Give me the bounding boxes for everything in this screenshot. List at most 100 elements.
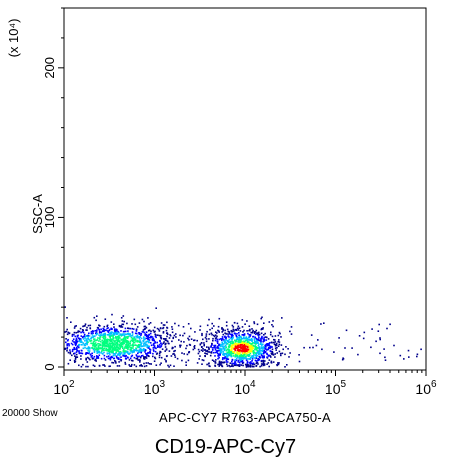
event-point (123, 335, 126, 337)
event-point (96, 326, 99, 329)
event-point (257, 359, 259, 361)
event-point (216, 342, 219, 344)
event-point (371, 328, 373, 330)
event-point (73, 346, 75, 349)
event-point (139, 345, 141, 348)
event-point (201, 332, 203, 335)
event-point (144, 351, 146, 353)
event-point (230, 337, 232, 340)
event-point (258, 333, 261, 336)
event-point (120, 325, 122, 327)
event-point (223, 345, 225, 348)
event-point (88, 332, 90, 335)
event-point (166, 326, 168, 329)
event-point (144, 345, 146, 347)
event-point (201, 346, 203, 348)
event-point (160, 362, 162, 364)
event-point (108, 332, 111, 335)
event-point (156, 327, 159, 330)
event-point (107, 331, 110, 333)
event-point (260, 341, 262, 344)
event-point (125, 341, 128, 344)
event-point (179, 344, 181, 347)
event-point (117, 357, 119, 359)
event-point (67, 351, 70, 354)
event-point (243, 344, 246, 346)
event-point (100, 357, 103, 360)
event-point (244, 352, 246, 355)
event-point (96, 333, 98, 335)
event-point (127, 330, 129, 332)
event-point (82, 342, 84, 344)
event-point (219, 361, 221, 364)
event-point (152, 349, 155, 351)
event-point (137, 351, 140, 353)
event-point (210, 345, 212, 347)
event-point (278, 362, 280, 364)
event-point (90, 338, 92, 340)
event-point (123, 351, 126, 354)
event-point (217, 355, 220, 357)
event-point (101, 346, 104, 349)
event-point (261, 337, 263, 339)
event-point (109, 348, 111, 350)
event-point (193, 345, 196, 347)
event-point (94, 345, 97, 348)
event-point (267, 354, 270, 357)
event-point (248, 342, 251, 344)
event-point (245, 366, 248, 368)
event-point (123, 337, 126, 340)
data-points (64, 306, 422, 368)
event-point (370, 346, 372, 349)
event-point (105, 349, 108, 352)
event-point (226, 340, 229, 342)
event-point (105, 348, 108, 350)
event-point (137, 352, 139, 355)
event-point (145, 357, 148, 359)
event-point (239, 351, 241, 354)
event-point (158, 345, 160, 348)
event-point (225, 343, 228, 345)
event-point (140, 344, 142, 346)
event-point (224, 356, 226, 358)
event-point (141, 345, 144, 347)
event-point (256, 347, 259, 349)
event-point (213, 344, 215, 347)
event-point (92, 335, 94, 338)
event-point (108, 352, 110, 354)
event-point (86, 343, 88, 346)
event-point (112, 335, 114, 337)
event-point (84, 337, 86, 339)
event-point (86, 347, 89, 350)
event-point (139, 340, 142, 343)
event-point (261, 349, 263, 352)
event-point (74, 348, 76, 350)
event-point (143, 357, 146, 360)
event-point (103, 328, 105, 331)
event-point (223, 357, 225, 359)
event-point (245, 347, 247, 350)
event-point (205, 333, 208, 335)
event-point (234, 358, 236, 361)
event-point (252, 329, 254, 332)
event-point (169, 334, 172, 337)
event-point (218, 365, 220, 367)
event-point (112, 351, 114, 353)
event-point (248, 341, 250, 343)
event-point (98, 330, 101, 333)
event-point (138, 346, 140, 349)
event-point (109, 353, 111, 356)
event-point (251, 340, 253, 342)
event-point (87, 356, 89, 359)
event-point (248, 353, 250, 356)
event-point (120, 335, 123, 337)
event-point (224, 352, 227, 355)
event-point (98, 325, 101, 327)
event-point (260, 354, 263, 356)
event-point (131, 344, 134, 346)
event-point (97, 346, 99, 348)
event-point (211, 359, 214, 361)
event-point (213, 360, 215, 362)
event-point (122, 323, 125, 326)
